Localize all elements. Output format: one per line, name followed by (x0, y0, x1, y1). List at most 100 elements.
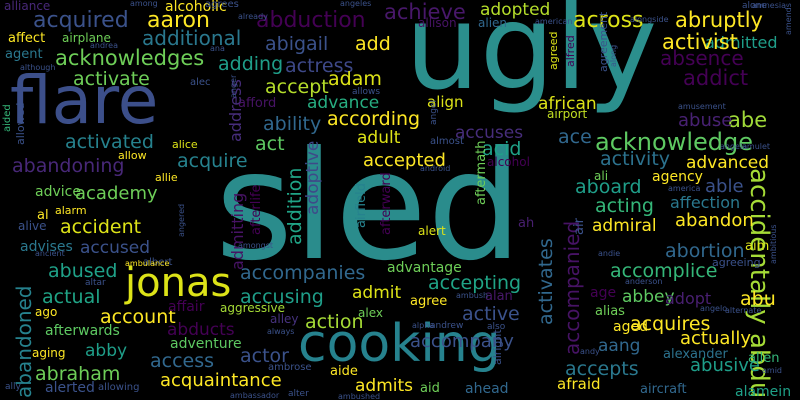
word-advance: advance (307, 93, 380, 113)
word-alexander: alexander (663, 347, 728, 362)
word-accepted: accepted (363, 150, 446, 171)
word-addict: addict (683, 66, 749, 90)
word-accuses: accuses (455, 123, 524, 143)
word-acquired: acquired (33, 8, 129, 33)
word-aircraft: aircraft (640, 382, 687, 397)
word-allowed: allowed (14, 102, 27, 145)
word-abuse: abuse (678, 110, 733, 131)
word-aim: aim (745, 239, 770, 254)
word-alive: alive (18, 219, 47, 233)
word-ali: ali (594, 169, 609, 183)
word-ah: ah (518, 216, 535, 231)
word-ambrose: ambrose (268, 362, 312, 373)
word-additional: additional (142, 26, 242, 50)
word-also: also (487, 322, 506, 332)
word-accused: accused (80, 238, 150, 258)
word-jonas: jonas (125, 260, 232, 306)
word-acquires: acquires (630, 313, 711, 335)
word-adult: adult (357, 128, 401, 148)
word-ambassador: ambassador (230, 391, 280, 400)
word-amid: amid (762, 366, 782, 375)
word-accident: accident (60, 216, 142, 238)
word-amusement: amusement (678, 102, 726, 111)
word-active: active (462, 303, 520, 325)
word-alice: alice (172, 138, 198, 151)
word-affect: affect (8, 31, 46, 46)
word-abruptly: abruptly (675, 8, 763, 32)
word-alcoholic: alcoholic (165, 0, 227, 15)
word-aaron: aaron (147, 8, 210, 33)
word-ally: ally (5, 382, 21, 392)
word-activity: activity (600, 148, 671, 170)
word-accompanied: accompanied (560, 220, 584, 355)
word-ace: ace (558, 126, 592, 148)
word-adopt: adopt (665, 289, 712, 308)
word-agency: agency (652, 169, 703, 185)
word-among: among (130, 0, 158, 8)
word-act: act (255, 133, 285, 155)
word-alpha: alpha (412, 321, 435, 330)
word-angeles: angeles (340, 0, 372, 8)
word-america: america (668, 184, 701, 193)
word-aided: aided (2, 104, 13, 132)
word-accepts: accepts (565, 358, 639, 380)
word-airfield: airfield (354, 183, 369, 228)
word-actual: actual (42, 286, 101, 308)
word-abducts: abducts (167, 320, 235, 340)
word-aging: aging (32, 346, 66, 360)
word-airplane: airplane (62, 31, 111, 45)
word-abusive: abusive (690, 355, 760, 376)
word-flare: flare (10, 62, 159, 139)
word-agent: agent (5, 47, 43, 62)
word-academy: academy (75, 183, 158, 204)
word-abigail: abigail (265, 33, 329, 55)
word-aide: aide (330, 364, 358, 379)
word-adopted: adopted (480, 0, 551, 20)
word-accomplice: accomplice (610, 260, 718, 282)
word-sled: sled (215, 120, 523, 294)
word-adam: adam (328, 68, 382, 90)
word-alien: alien (478, 16, 508, 30)
word-amends: amends (784, 3, 793, 35)
word-aang: aang (598, 336, 641, 356)
word-access: access (150, 350, 215, 372)
word-abortion: abortion (665, 240, 745, 262)
word-ancient: ancient (35, 249, 65, 258)
word-acquire: acquire (177, 150, 248, 172)
word-american: american (535, 17, 573, 26)
word-accepting: accepting (428, 272, 522, 294)
word-amnesia: amnesia (752, 1, 786, 10)
word-allison: allison (418, 16, 457, 30)
word-actually: actually (680, 328, 752, 349)
word-actor: actor (240, 345, 289, 367)
word-andie: andie (598, 249, 621, 258)
word-add: add (355, 33, 391, 55)
word-alright: alright (491, 329, 504, 365)
word-airport: airport (547, 107, 588, 121)
word-aged: aged (613, 319, 648, 335)
word-admitted: admitted (705, 33, 778, 52)
word-allows: allows (352, 87, 381, 97)
word-adventure: adventure (170, 336, 242, 352)
word-ago: ago (35, 305, 58, 319)
word-acknowledge: acknowledge (595, 128, 753, 156)
word-advises: advises (20, 239, 73, 255)
word-admit: admit (352, 283, 402, 303)
word-android: android (420, 164, 451, 173)
word-abu: abu (740, 288, 776, 310)
word-alerted: alerted (45, 380, 95, 396)
word-account: account (100, 306, 176, 328)
word-afterlife: afterlife (249, 184, 264, 235)
word-alec: alec (190, 77, 211, 88)
word-activated: activated (65, 131, 154, 153)
word-ambulance: ambulance (125, 259, 170, 268)
word-afraid: afraid (557, 375, 601, 393)
word-according: according (327, 108, 421, 130)
word-air: air (572, 218, 587, 235)
word-al: al (37, 208, 49, 223)
word-able: able (705, 176, 744, 197)
word-acknowledges: acknowledges (55, 46, 205, 70)
word-afterwards: afterwards (45, 323, 120, 339)
word-african: african (538, 94, 597, 114)
word-amongst: amongst (238, 241, 274, 250)
